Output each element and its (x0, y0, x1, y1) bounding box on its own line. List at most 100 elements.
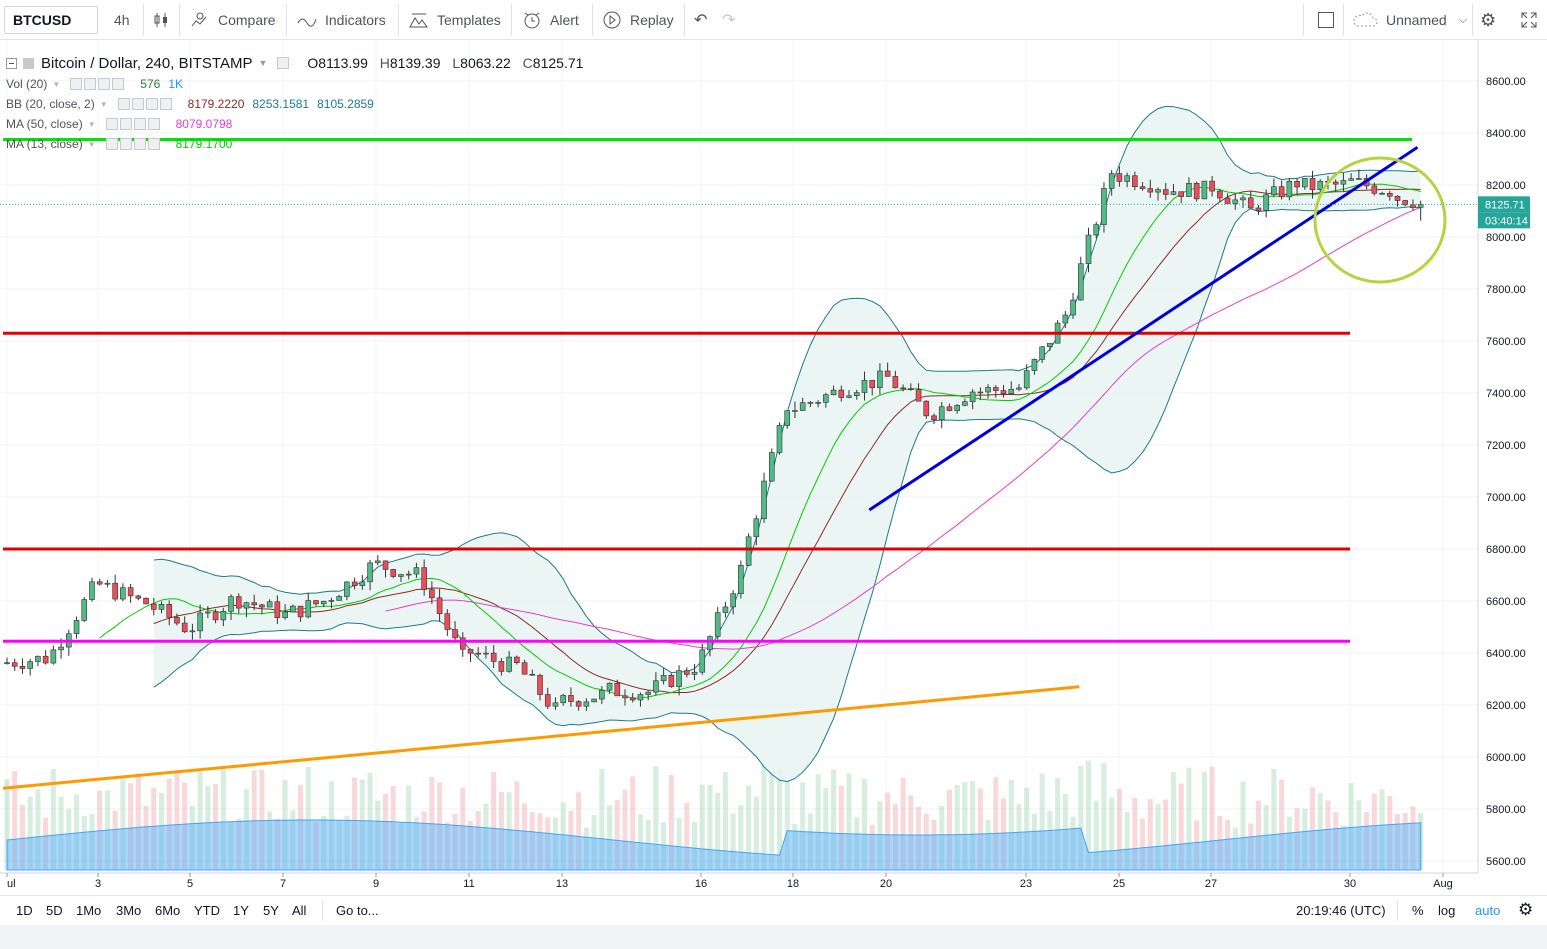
low-label: L (452, 55, 461, 71)
close-icon[interactable] (112, 78, 125, 90)
close-label: C (522, 55, 533, 71)
candle (738, 560, 744, 599)
plus-icon[interactable] (98, 78, 111, 90)
candle-body (205, 611, 211, 614)
candle (807, 401, 814, 408)
volume-study-name[interactable]: Vol (20) (6, 77, 48, 91)
candle-body (359, 581, 366, 586)
range-5d[interactable]: 5D (46, 903, 63, 918)
gear-icon[interactable] (131, 98, 144, 110)
settings-button[interactable]: ⚙ (1480, 0, 1496, 40)
range-5y[interactable]: 5Y (263, 903, 279, 918)
volume-bar (707, 785, 713, 870)
goto-button[interactable]: Go to... (336, 903, 379, 918)
clock[interactable]: 20:19:46 (UTC) (1296, 903, 1386, 918)
plus-icon[interactable] (133, 138, 146, 150)
range-1y[interactable]: 1Y (233, 903, 249, 918)
compare-button[interactable]: Compare (190, 0, 276, 40)
volume-bar (1093, 800, 1099, 870)
indicators-button[interactable]: Indicators (297, 0, 386, 40)
chart-style-button[interactable] (152, 0, 170, 40)
range-6mo[interactable]: 6Mo (155, 903, 181, 918)
ma13-study-name[interactable]: MA (13, close) (6, 137, 83, 151)
volume-bar (993, 777, 999, 870)
candle (969, 389, 976, 410)
symbol-search[interactable]: BTCUSD (4, 6, 98, 34)
candle-body (1093, 224, 1100, 236)
volume-bar (1140, 818, 1146, 870)
close-icon[interactable] (159, 98, 172, 110)
volume-bar (668, 775, 674, 870)
undo-button[interactable]: ↶ (694, 0, 707, 40)
candle (1193, 181, 1200, 202)
price-tick-label: 6600.00 (1486, 596, 1526, 608)
close-icon[interactable] (147, 118, 160, 130)
candle (1101, 182, 1107, 233)
candle (197, 604, 203, 639)
log-toggle[interactable]: log (1438, 903, 1456, 918)
candle-body (683, 670, 690, 675)
study-actions (105, 118, 160, 130)
gear-icon[interactable] (119, 118, 132, 130)
candle (653, 672, 659, 696)
candle (305, 592, 312, 619)
interval-label: 4h (114, 12, 130, 28)
range-3mo[interactable]: 3Mo (116, 903, 142, 918)
candle (1178, 191, 1184, 204)
volume-bar (259, 769, 265, 870)
eye-icon[interactable] (105, 118, 118, 130)
dropdown-caret-icon[interactable]: ▼ (87, 119, 96, 129)
time-tick-label: Aug (1433, 878, 1453, 890)
plus-icon[interactable] (145, 98, 158, 110)
interval-button[interactable]: 4h (114, 0, 130, 40)
plus-icon[interactable] (133, 118, 146, 130)
range-1d[interactable]: 1D (16, 903, 33, 918)
eye-icon[interactable] (277, 57, 290, 69)
eye-icon[interactable] (117, 98, 130, 110)
templates-button[interactable]: Templates (409, 0, 501, 40)
collapse-icon[interactable] (6, 57, 17, 69)
candle-body (1124, 175, 1130, 182)
price-chart[interactable]: 8600.00 8400.00 8200.00 8000.00 7800.00 7600.… (0, 40, 1547, 895)
price-tick-label: 8000.00 (1486, 232, 1526, 244)
candle (405, 570, 412, 580)
candle (35, 655, 41, 667)
fullscreen-toggle-button[interactable] (1317, 0, 1335, 40)
candle (251, 594, 257, 611)
eye-icon[interactable] (70, 78, 83, 90)
volume-bar (120, 777, 126, 870)
candle (884, 362, 891, 377)
candle-body (104, 582, 111, 585)
ma50-study-name[interactable]: MA (50, close) (6, 117, 83, 131)
indicators-icon (297, 18, 317, 27)
alert-button[interactable]: Alert (522, 0, 579, 40)
dropdown-caret-icon[interactable]: ▼ (99, 99, 108, 109)
symbol-logo-icon (23, 57, 34, 69)
layout-name-button[interactable]: Unnamed ⌵ (1352, 0, 1467, 40)
fullscreen-button[interactable] (1520, 0, 1538, 40)
redo-button[interactable]: ↷ (722, 0, 735, 40)
legend-ma50-row: MA (50, close) ▼ 8079.0798 (6, 114, 583, 134)
gear-icon[interactable]: ⚙ (1518, 900, 1534, 919)
replay-button[interactable]: Replay (602, 0, 674, 40)
gear-icon[interactable] (119, 138, 132, 150)
gear-icon[interactable] (84, 78, 97, 90)
chart-area[interactable]: 8600.00 8400.00 8200.00 8000.00 7800.00 7600.… (0, 40, 1547, 895)
eye-icon[interactable] (105, 138, 118, 150)
close-icon[interactable] (147, 138, 160, 150)
bb-study-name[interactable]: BB (20, close, 2) (6, 97, 95, 111)
auto-toggle[interactable]: auto (1475, 903, 1501, 918)
dropdown-caret-icon[interactable]: ▼ (258, 58, 268, 68)
candle-body (42, 655, 49, 664)
range-1mo[interactable]: 1Mo (76, 903, 102, 918)
volume-bar (699, 784, 705, 870)
candle (1139, 181, 1146, 191)
range-all[interactable]: All (292, 903, 307, 918)
percent-toggle[interactable]: % (1412, 903, 1424, 918)
candle-body (1348, 178, 1354, 181)
dropdown-caret-icon[interactable]: ▼ (87, 139, 96, 149)
dropdown-caret-icon[interactable]: ▼ (52, 79, 61, 89)
study-actions (117, 98, 172, 110)
candle (815, 400, 821, 408)
range-ytd[interactable]: YTD (194, 903, 220, 918)
